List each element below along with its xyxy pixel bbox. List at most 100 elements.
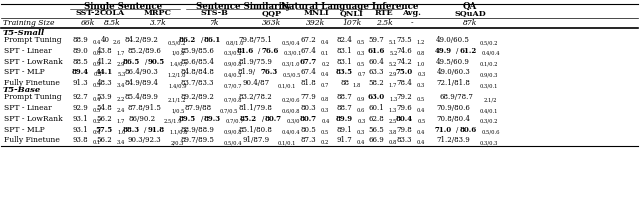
Text: 0.6/0.8: 0.6/0.8 xyxy=(282,108,300,113)
Text: 77.9: 77.9 xyxy=(300,93,316,101)
Text: 1.7: 1.7 xyxy=(116,119,125,124)
Text: 0.2: 0.2 xyxy=(93,119,101,124)
Text: 2.5k: 2.5k xyxy=(376,19,392,27)
Text: 80.6: 80.6 xyxy=(460,126,477,134)
Text: /: / xyxy=(200,115,203,123)
Text: 85.6/85.4: 85.6/85.4 xyxy=(180,58,214,66)
Text: SPT - Linear: SPT - Linear xyxy=(4,104,52,112)
Text: STS-B: STS-B xyxy=(200,9,228,17)
Text: 92.7: 92.7 xyxy=(72,93,88,101)
Text: MNLI: MNLI xyxy=(303,9,329,17)
Text: 57.5: 57.5 xyxy=(95,126,113,134)
Text: 67.2: 67.2 xyxy=(300,36,316,44)
Text: 83.2/78.2: 83.2/78.2 xyxy=(238,93,272,101)
Text: 83.7/83.3: 83.7/83.3 xyxy=(180,79,214,87)
Text: 0.3: 0.3 xyxy=(358,119,366,124)
Text: 53.9: 53.9 xyxy=(97,93,112,101)
Text: 0.7/0.8: 0.7/0.8 xyxy=(224,97,243,102)
Text: 82.4: 82.4 xyxy=(337,36,352,44)
Text: 1.7: 1.7 xyxy=(116,51,125,56)
Text: 2.1/1.2: 2.1/1.2 xyxy=(168,97,186,102)
Text: 90.5: 90.5 xyxy=(148,58,165,66)
Text: 2/0.3: 2/0.3 xyxy=(171,140,184,145)
Text: 91.7: 91.7 xyxy=(337,136,352,144)
Text: /: / xyxy=(259,47,261,55)
Text: COLA: COLA xyxy=(99,9,125,17)
Text: 89.4: 89.4 xyxy=(72,68,89,76)
Text: 70.8/80.4: 70.8/80.4 xyxy=(436,115,470,123)
Text: 1/0.5: 1/0.5 xyxy=(171,108,185,113)
Text: 0.3/0: 0.3/0 xyxy=(287,119,300,124)
Text: 81.1/79.8: 81.1/79.8 xyxy=(238,104,272,112)
Text: 0.3: 0.3 xyxy=(356,130,365,135)
Text: Single Sentence: Single Sentence xyxy=(84,2,162,11)
Text: 0.1/0.1: 0.1/0.1 xyxy=(278,140,296,145)
Text: 79.2: 79.2 xyxy=(396,93,412,101)
Text: 60.4: 60.4 xyxy=(369,58,384,66)
Text: 0.6: 0.6 xyxy=(356,108,365,113)
Text: 85.4/89.9: 85.4/89.9 xyxy=(124,93,158,101)
Text: 2.2: 2.2 xyxy=(116,97,125,102)
Text: 84.8/84.8: 84.8/84.8 xyxy=(180,68,214,76)
Text: 5.3: 5.3 xyxy=(118,72,126,78)
Text: 1.8: 1.8 xyxy=(353,83,361,88)
Text: 0.4: 0.4 xyxy=(417,140,425,145)
Text: 81.9/: 81.9/ xyxy=(237,68,255,76)
Text: 88.9: 88.9 xyxy=(72,36,88,44)
Text: 2.5/1.9: 2.5/1.9 xyxy=(164,119,182,124)
Text: 0.3: 0.3 xyxy=(418,72,426,78)
Text: 0.5/0.6: 0.5/0.6 xyxy=(482,130,500,135)
Text: 1/0.8: 1/0.8 xyxy=(171,51,185,56)
Text: 60.1: 60.1 xyxy=(369,104,384,112)
Text: SPT - LowRank: SPT - LowRank xyxy=(4,115,63,123)
Text: 66k: 66k xyxy=(81,19,95,27)
Text: 0.5: 0.5 xyxy=(417,97,425,102)
Text: 76.3: 76.3 xyxy=(260,68,278,76)
Text: 0.8/1.0: 0.8/1.0 xyxy=(226,40,244,45)
Text: 70.9/80.6: 70.9/80.6 xyxy=(436,104,470,112)
Text: 88: 88 xyxy=(340,79,350,87)
Text: 91.8: 91.8 xyxy=(147,126,164,134)
Text: 5.2: 5.2 xyxy=(388,62,397,67)
Text: 49.0/60.3: 49.0/60.3 xyxy=(436,68,470,76)
Text: /: / xyxy=(200,36,203,44)
Text: 0.5: 0.5 xyxy=(321,130,329,135)
Text: 0.5/0.4: 0.5/0.4 xyxy=(282,40,300,45)
Text: 83.3: 83.3 xyxy=(397,136,412,144)
Text: SPT - LowRank: SPT - LowRank xyxy=(4,58,63,66)
Text: 59.7: 59.7 xyxy=(369,36,384,44)
Text: -: - xyxy=(411,19,413,27)
Text: 0.4/0.3: 0.4/0.3 xyxy=(224,72,243,78)
Text: 2.5: 2.5 xyxy=(388,119,397,124)
Text: 48.3: 48.3 xyxy=(97,79,112,87)
Text: 0.4: 0.4 xyxy=(356,140,365,145)
Text: 2.6: 2.6 xyxy=(113,40,121,45)
Text: 79.6: 79.6 xyxy=(396,104,412,112)
Text: 85.2: 85.2 xyxy=(239,115,257,123)
Text: 88.3: 88.3 xyxy=(122,126,140,134)
Text: 88.7: 88.7 xyxy=(337,93,352,101)
Text: 81.9/75.9: 81.9/75.9 xyxy=(238,58,272,66)
Text: 88.9/88.9: 88.9/88.9 xyxy=(180,126,214,134)
Text: 392k: 392k xyxy=(307,19,326,27)
Text: T5-Small: T5-Small xyxy=(3,29,45,37)
Text: 93.8: 93.8 xyxy=(72,136,88,144)
Text: 81.6: 81.6 xyxy=(236,47,253,55)
Text: 87k: 87k xyxy=(463,19,477,27)
Text: 0.6: 0.6 xyxy=(93,51,101,56)
Text: 49.9: 49.9 xyxy=(435,47,451,55)
Text: 81.8: 81.8 xyxy=(300,79,316,87)
Text: 93.1: 93.1 xyxy=(72,115,88,123)
Text: 0.4: 0.4 xyxy=(321,72,329,78)
Text: 1.3: 1.3 xyxy=(390,97,398,102)
Text: 1.4/0.9: 1.4/0.9 xyxy=(168,83,186,88)
Text: 89.3: 89.3 xyxy=(204,115,221,123)
Text: 58.2: 58.2 xyxy=(369,79,384,87)
Text: 1.3: 1.3 xyxy=(388,108,397,113)
Text: 54.8: 54.8 xyxy=(97,104,112,112)
Text: 0.7: 0.7 xyxy=(358,72,366,78)
Text: /: / xyxy=(456,126,459,134)
Text: 0.5: 0.5 xyxy=(93,108,101,113)
Text: 1.1/0.8: 1.1/0.8 xyxy=(170,130,188,135)
Text: 83.5: 83.5 xyxy=(335,68,353,76)
